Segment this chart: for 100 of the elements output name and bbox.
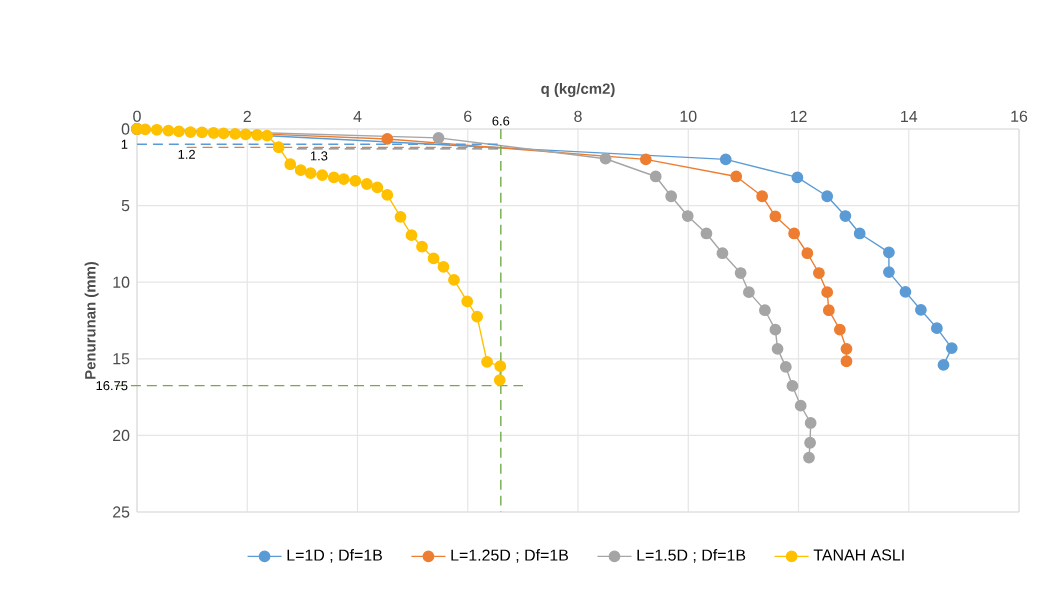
point <box>272 141 285 154</box>
point <box>716 247 729 260</box>
point <box>840 342 853 355</box>
point <box>639 153 652 166</box>
point <box>665 190 678 203</box>
y-tick-label: 10 <box>113 276 130 288</box>
point <box>794 399 807 412</box>
point <box>779 361 792 373</box>
point <box>821 286 834 299</box>
ref-line-label: 6.6 <box>492 116 510 126</box>
x-tick-label: 10 <box>680 110 697 122</box>
point <box>840 355 853 368</box>
point <box>327 171 340 184</box>
legend-label: L=1D ; Df=1B <box>287 549 382 563</box>
point <box>394 211 407 223</box>
point <box>788 227 800 240</box>
point <box>432 132 445 144</box>
x-tick-label: 12 <box>790 110 807 122</box>
legend-label: L=1.5D ; Df=1B <box>637 549 746 563</box>
point <box>371 181 384 194</box>
point <box>734 267 747 279</box>
point <box>883 266 895 278</box>
point <box>471 310 483 323</box>
x-tick-label: 8 <box>574 110 582 122</box>
point <box>294 164 307 177</box>
y-tick-label: 15 <box>113 353 130 365</box>
point <box>599 152 612 165</box>
y-tick-label: 20 <box>113 429 130 442</box>
point <box>416 240 428 253</box>
point <box>494 360 507 373</box>
x-axis-title: q (kg/cm2) <box>541 83 615 97</box>
x-tick-label: 4 <box>353 110 362 122</box>
point <box>217 127 230 140</box>
point <box>801 247 814 260</box>
x-tick-label: 2 <box>243 110 251 122</box>
point <box>162 124 175 137</box>
point <box>461 295 474 308</box>
point <box>743 286 755 299</box>
point <box>649 170 662 183</box>
ref-line-label: 16.75 <box>96 381 128 391</box>
point <box>756 190 768 203</box>
y-tick-label: 25 <box>113 506 130 518</box>
ref-line-label: 1.3 <box>310 151 328 161</box>
y-axis-title: Penurunan (mm) <box>84 261 99 379</box>
point <box>804 417 817 429</box>
point <box>915 304 927 316</box>
point <box>833 323 846 336</box>
point <box>719 153 732 166</box>
legend-label: L=1.25D ; Df=1B <box>451 549 568 563</box>
point <box>229 128 241 140</box>
point <box>730 170 743 183</box>
point <box>771 342 784 355</box>
point <box>681 210 694 222</box>
point <box>883 246 895 259</box>
point <box>481 355 493 368</box>
point <box>804 436 816 449</box>
point <box>493 374 506 386</box>
x-tick-label: 6 <box>464 110 472 122</box>
point <box>786 380 799 392</box>
point <box>899 285 912 298</box>
ref-line-label: 1 <box>121 139 128 149</box>
y-tick-label: 0 <box>121 123 130 135</box>
point <box>196 126 208 139</box>
point <box>316 169 329 181</box>
point <box>821 190 834 203</box>
point <box>150 123 163 136</box>
point <box>769 323 782 336</box>
point <box>931 322 943 335</box>
point <box>853 227 866 240</box>
point <box>304 167 317 179</box>
point <box>448 274 460 286</box>
point <box>427 252 440 265</box>
y-tick-label: 5 <box>121 200 130 212</box>
point <box>239 128 252 141</box>
point <box>759 304 771 317</box>
point <box>381 133 394 145</box>
point <box>361 178 373 190</box>
point <box>437 261 450 273</box>
point <box>337 173 350 185</box>
point <box>937 359 950 371</box>
point <box>405 229 418 242</box>
x-tick-label: 14 <box>901 110 918 122</box>
x-tick-label: 0 <box>133 110 141 122</box>
point <box>803 451 815 464</box>
point <box>839 210 852 222</box>
point <box>700 227 713 240</box>
point <box>813 267 825 279</box>
legend-label: TANAH ASLI <box>813 549 904 561</box>
point <box>184 126 197 138</box>
point <box>381 189 394 201</box>
ref-line-label: 1.2 <box>178 149 195 159</box>
point <box>349 174 362 187</box>
point <box>791 171 804 184</box>
x-tick-label: 16 <box>1011 110 1028 122</box>
point <box>173 125 185 138</box>
point <box>945 342 958 354</box>
point <box>207 127 220 139</box>
point <box>251 129 264 141</box>
point <box>284 158 297 171</box>
point <box>822 304 835 317</box>
